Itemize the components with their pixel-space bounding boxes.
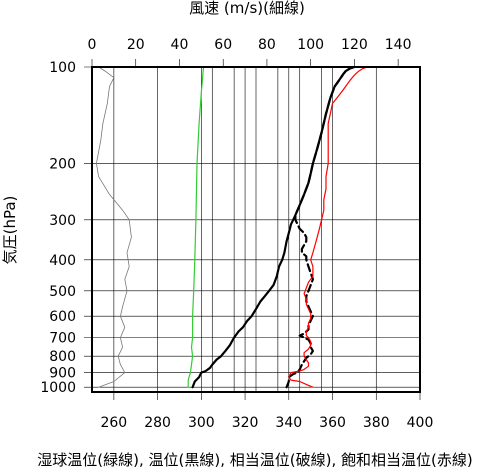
left-tick-label: 800: [49, 349, 76, 365]
left-axis-title: 気圧(hPa): [1, 196, 19, 265]
top-tick-label: 80: [258, 37, 276, 53]
series-line: [285, 65, 356, 389]
series-line: [288, 66, 369, 388]
left-tick-label: 400: [49, 253, 76, 269]
left-tick-label: 500: [49, 284, 76, 300]
top-axis-title: 風速 (m/s)(細線): [189, 0, 305, 17]
left-tick-label: 700: [49, 331, 76, 347]
grid-lines: [84, 59, 421, 400]
bottom-tick-label: 280: [144, 415, 171, 431]
bottom-tick-label: 260: [100, 415, 127, 431]
left-tick-label: 900: [49, 366, 76, 382]
left-tick-label: 600: [49, 309, 76, 325]
left-tick-label: 300: [49, 213, 76, 229]
series-line: [96, 66, 132, 388]
top-tick-label: 60: [214, 37, 232, 53]
left-tick-label: 200: [49, 156, 76, 172]
bottom-tick-label: 340: [275, 415, 302, 431]
bottom-tick-label: 360: [319, 415, 346, 431]
left-tick-label: 100: [49, 60, 76, 76]
axis-labels: 260 280 300 320 340 360 380 400 0 20 40 60 80 100 120 1…: [40, 37, 433, 431]
bottom-tick-label: 400: [407, 415, 434, 431]
top-tick-label: 120: [341, 37, 368, 53]
left-tick-label: 1000: [40, 380, 76, 396]
plot-frame: [91, 66, 421, 393]
top-tick-label: 20: [127, 37, 145, 53]
top-tick-label: 100: [297, 37, 324, 53]
bottom-tick-label: 320: [232, 415, 259, 431]
top-tick-label: 140: [385, 37, 412, 53]
bottom-axis-title: 湿球温位(緑線), 温位(黒線), 相当温位(破線), 飽和相当温位(赤線): [37, 451, 472, 469]
series-line: [187, 66, 205, 388]
bottom-tick-label: 380: [363, 415, 390, 431]
top-tick-label: 0: [88, 37, 97, 53]
top-tick-label: 40: [171, 37, 189, 53]
bottom-tick-label: 300: [188, 415, 215, 431]
series-layer: [96, 65, 369, 389]
